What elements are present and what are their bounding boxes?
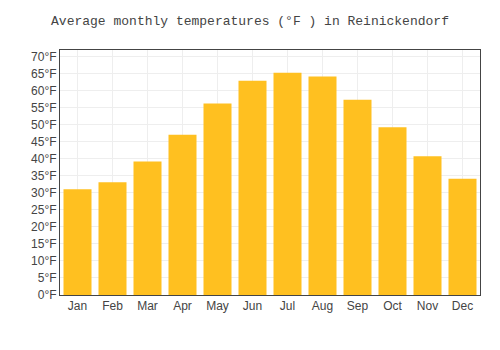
svg-text:Nov: Nov: [417, 299, 438, 313]
svg-text:Jan: Jan: [68, 299, 87, 313]
svg-text:40°F: 40°F: [31, 152, 56, 166]
svg-text:Mar: Mar: [137, 299, 158, 313]
svg-text:60°F: 60°F: [31, 84, 56, 98]
svg-text:Jul: Jul: [280, 299, 295, 313]
svg-text:Feb: Feb: [102, 299, 123, 313]
svg-text:15°F: 15°F: [31, 237, 56, 251]
svg-text:25°F: 25°F: [31, 203, 56, 217]
svg-text:55°F: 55°F: [31, 101, 56, 115]
svg-text:Apr: Apr: [173, 299, 192, 313]
svg-text:50°F: 50°F: [31, 118, 56, 132]
svg-text:10°F: 10°F: [31, 254, 56, 268]
svg-text:Average monthly temperatures (: Average monthly temperatures (°F ) in Re…: [51, 14, 449, 29]
svg-text:May: May: [206, 299, 229, 313]
svg-text:Dec: Dec: [452, 299, 473, 313]
svg-text:0°F: 0°F: [38, 288, 57, 302]
svg-text:5°F: 5°F: [38, 271, 57, 285]
svg-text:Sep: Sep: [347, 299, 369, 313]
svg-text:45°F: 45°F: [31, 135, 56, 149]
svg-text:30°F: 30°F: [31, 186, 56, 200]
svg-text:70°F: 70°F: [31, 50, 56, 64]
svg-text:Jun: Jun: [243, 299, 262, 313]
svg-text:35°F: 35°F: [31, 169, 56, 183]
svg-text:65°F: 65°F: [31, 67, 56, 81]
svg-text:Aug: Aug: [312, 299, 333, 313]
svg-text:Oct: Oct: [383, 299, 402, 313]
svg-text:20°F: 20°F: [31, 220, 56, 234]
